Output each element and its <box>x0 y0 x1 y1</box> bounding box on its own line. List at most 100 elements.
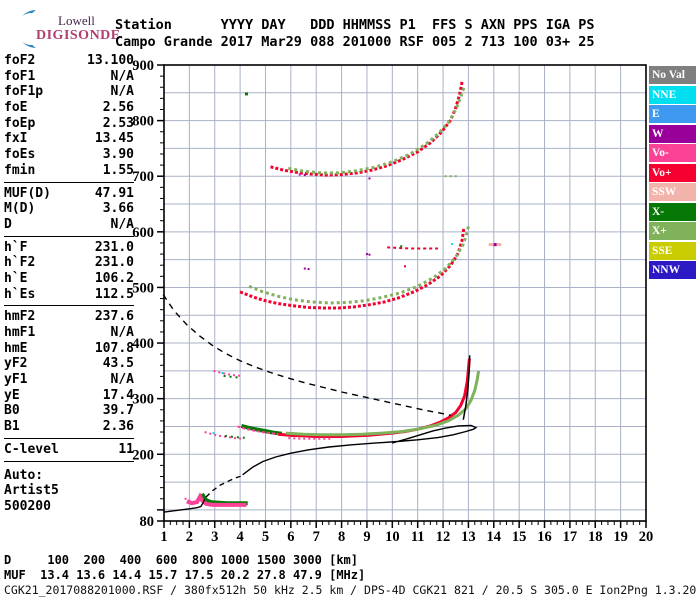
parameter-row: C-level 11 <box>4 442 134 458</box>
parameter-value: 13.45 <box>94 131 134 147</box>
parameter-value: 112.5 <box>94 286 134 302</box>
legend-item-w: W <box>649 124 696 143</box>
parameter-label: hmF2 <box>4 309 36 325</box>
panel-divider <box>4 460 134 462</box>
parameter-label: M(D) <box>4 201 36 217</box>
parameter-row: foEs 3.90 <box>4 147 134 163</box>
parameter-value: 47.91 <box>94 185 134 201</box>
x-tick-label: 12 <box>436 529 451 545</box>
x-tick-label: 17 <box>563 529 578 545</box>
echo-fleck <box>450 243 453 246</box>
x-tick-label: 9 <box>363 529 370 545</box>
parameter-row: 500200 <box>4 499 134 515</box>
parameter-row: Artist5 <box>4 483 134 499</box>
parameter-value: 2.53 <box>102 115 134 131</box>
trace-second-hop-O <box>239 227 466 310</box>
parameter-row: hmE 107.8 <box>4 341 134 357</box>
echo-fleck <box>188 499 191 502</box>
panel-divider <box>4 235 134 237</box>
parameter-row: foF1 N/A <box>4 69 134 85</box>
parameter-label: foF2 <box>4 53 36 68</box>
panel-divider <box>4 437 134 439</box>
parameter-label: yF1 <box>4 372 28 388</box>
y-tick-label: 600 <box>132 225 154 241</box>
station-header: Station YYYY DAY DDD HHMMSS P1 FFS S AXN… <box>115 17 595 51</box>
y-tick-label: 300 <box>132 392 154 408</box>
trace-third-hop-X <box>288 85 467 175</box>
parameter-row: D N/A <box>4 217 134 233</box>
parameter-label: Auto: <box>4 467 44 483</box>
echo-fleck <box>244 92 248 96</box>
trace-profile-F-region-loop <box>242 424 478 476</box>
parameter-label: foEp <box>4 115 36 131</box>
echo-fleck <box>365 253 368 256</box>
parameter-value: N/A <box>110 325 134 340</box>
x-tick-label: 19 <box>613 529 628 545</box>
x-tick-label: 18 <box>588 529 603 545</box>
x-tick-label: 3 <box>211 529 218 545</box>
parameter-value: 43.5 <box>102 356 134 372</box>
parameter-row: foF1p N/A <box>4 84 134 100</box>
x-tick-label: 10 <box>385 529 400 545</box>
y-tick-label: 900 <box>132 58 154 74</box>
trace-scatter-echo-230km-green <box>224 434 248 440</box>
echo-fleck <box>303 267 306 270</box>
trace-F2-pink-underside <box>288 437 332 440</box>
parameter-row: yF1 N/A <box>4 372 134 388</box>
parameter-row: Auto: <box>4 468 134 484</box>
parameter-row: h`F 231.0 <box>4 240 134 256</box>
x-tick-label: 11 <box>411 529 425 545</box>
logo-lowell: Lowell <box>58 13 95 28</box>
y-tick-label: 200 <box>132 447 154 463</box>
parameter-group: Auto: Artist5 500200 <box>4 468 134 515</box>
parameter-label: B0 <box>4 403 20 419</box>
parameter-row: h`E 106.2 <box>4 271 134 287</box>
parameter-value: 1.55 <box>102 162 134 178</box>
echo-fleck <box>454 175 457 178</box>
trace-scatter-echo-350km-green <box>223 374 241 379</box>
parameter-row: MUF(D) 47.91 <box>4 186 134 202</box>
trace-scatter-echo-230km-pink <box>204 431 243 440</box>
y-tick-label: 800 <box>132 114 154 130</box>
parameter-value: N/A <box>110 216 134 232</box>
trace-F2-X-mode-trace <box>285 370 481 437</box>
parameter-value: 231.0 <box>94 255 134 271</box>
parameter-value: 237.6 <box>94 309 134 325</box>
digisonde-logo: Lowell DIGISONDE <box>6 6 126 52</box>
panel-divider <box>4 305 134 307</box>
parameter-value: 11 <box>118 441 134 457</box>
parameter-value: N/A <box>110 84 134 100</box>
parameter-value: N/A <box>110 68 134 84</box>
parameter-row: foE 2.56 <box>4 100 134 116</box>
legend-item-vo+: Vo+ <box>649 163 696 182</box>
parameter-value: 106.2 <box>94 270 134 286</box>
echo-fleck <box>184 497 187 500</box>
parameter-value: 3.66 <box>102 201 134 217</box>
parameter-label: foEs <box>4 147 36 163</box>
parameter-group: MUF(D) 47.91 M(D) 3.66 D N/A <box>4 186 134 233</box>
parameter-label: MUF(D) <box>4 185 51 201</box>
y-tick-label: 700 <box>132 169 154 185</box>
parameter-value: 13.100 <box>87 53 134 68</box>
parameter-value: N/A <box>110 372 134 388</box>
x-tick-label: 15 <box>512 529 527 545</box>
parameter-group: hmF2 237.6 hmF1 N/A hmE 107.8 yF2 43.5 yF1 N/A yE 1… <box>4 309 134 435</box>
trace-model-trace-asymptote <box>462 355 471 420</box>
legend-item-sse: SSE <box>649 241 696 260</box>
echo-fleck <box>493 243 497 247</box>
parameter-panel: foF2 13.100 foF1 N/A foF1p N/A foE 2.56 foEp 2.53… <box>4 53 134 515</box>
legend-item-nne: NNE <box>649 85 696 104</box>
echo-fleck <box>212 432 215 435</box>
legend-item-x+: X+ <box>649 222 696 240</box>
parameter-value: 2.36 <box>102 419 134 435</box>
parameter-label: hmF1 <box>4 325 36 340</box>
echo-fleck <box>449 175 452 178</box>
parameter-label: h`Es <box>4 286 36 302</box>
header-columns: Station YYYY DAY DDD HHMMSS P1 FFS S AXN… <box>115 17 595 33</box>
parameter-label: 500200 <box>4 498 51 514</box>
x-tick-label: 20 <box>639 529 654 545</box>
parameter-row: yE 17.4 <box>4 388 134 404</box>
echo-fleck <box>307 268 310 271</box>
